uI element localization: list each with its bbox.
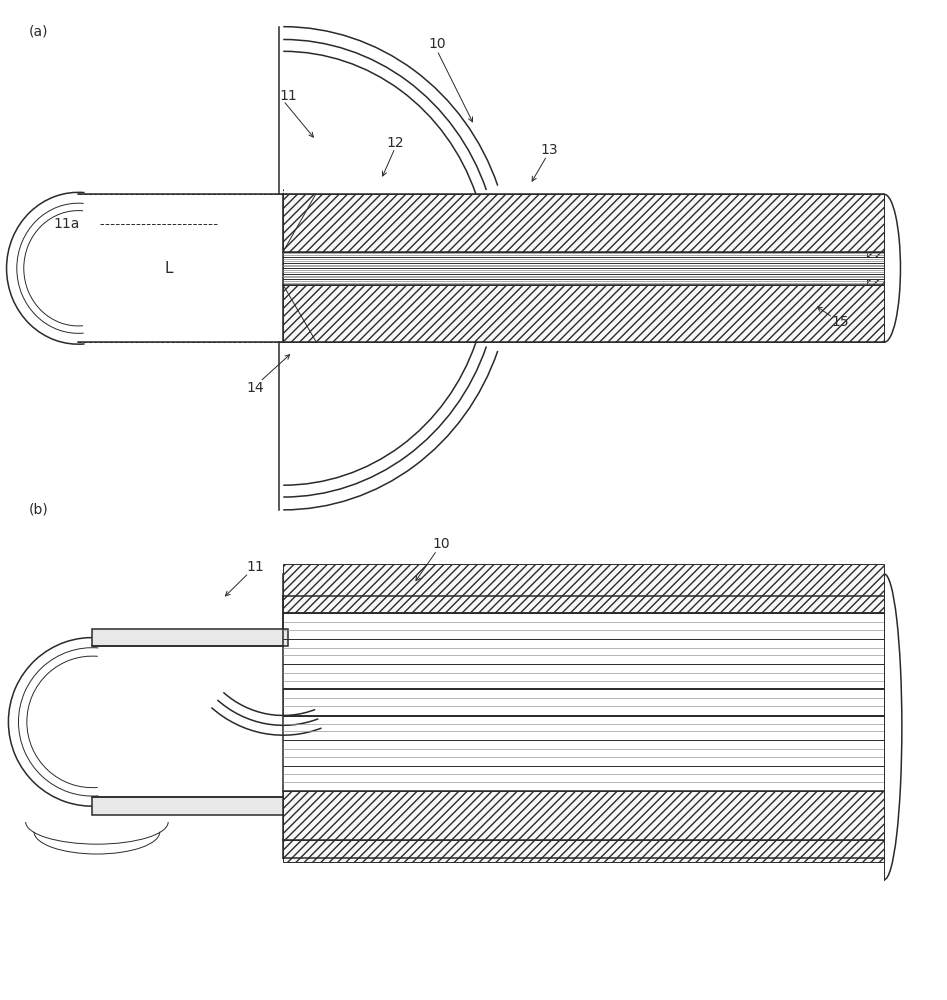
Text: 11a: 11a <box>53 217 80 231</box>
Text: 11: 11 <box>279 89 296 103</box>
Polygon shape <box>283 194 315 251</box>
Text: 15: 15 <box>831 316 849 330</box>
Bar <box>283 574 884 596</box>
Bar <box>283 688 884 716</box>
Text: (b): (b) <box>28 503 48 517</box>
Bar <box>867 251 884 257</box>
Polygon shape <box>283 285 315 342</box>
Text: 10: 10 <box>433 537 451 551</box>
Text: 13: 13 <box>540 143 558 157</box>
Text: 11: 11 <box>246 560 264 574</box>
Bar <box>283 840 884 862</box>
Text: 10: 10 <box>428 37 446 51</box>
Bar <box>92 629 288 646</box>
Text: L: L <box>165 261 173 276</box>
Text: 14: 14 <box>246 381 264 395</box>
Bar <box>283 285 884 342</box>
Bar <box>867 279 884 285</box>
Bar <box>283 564 884 613</box>
Bar <box>283 791 884 840</box>
Text: 12: 12 <box>386 136 403 150</box>
Bar <box>92 797 288 815</box>
Text: (a): (a) <box>28 25 48 39</box>
Bar <box>283 194 884 251</box>
